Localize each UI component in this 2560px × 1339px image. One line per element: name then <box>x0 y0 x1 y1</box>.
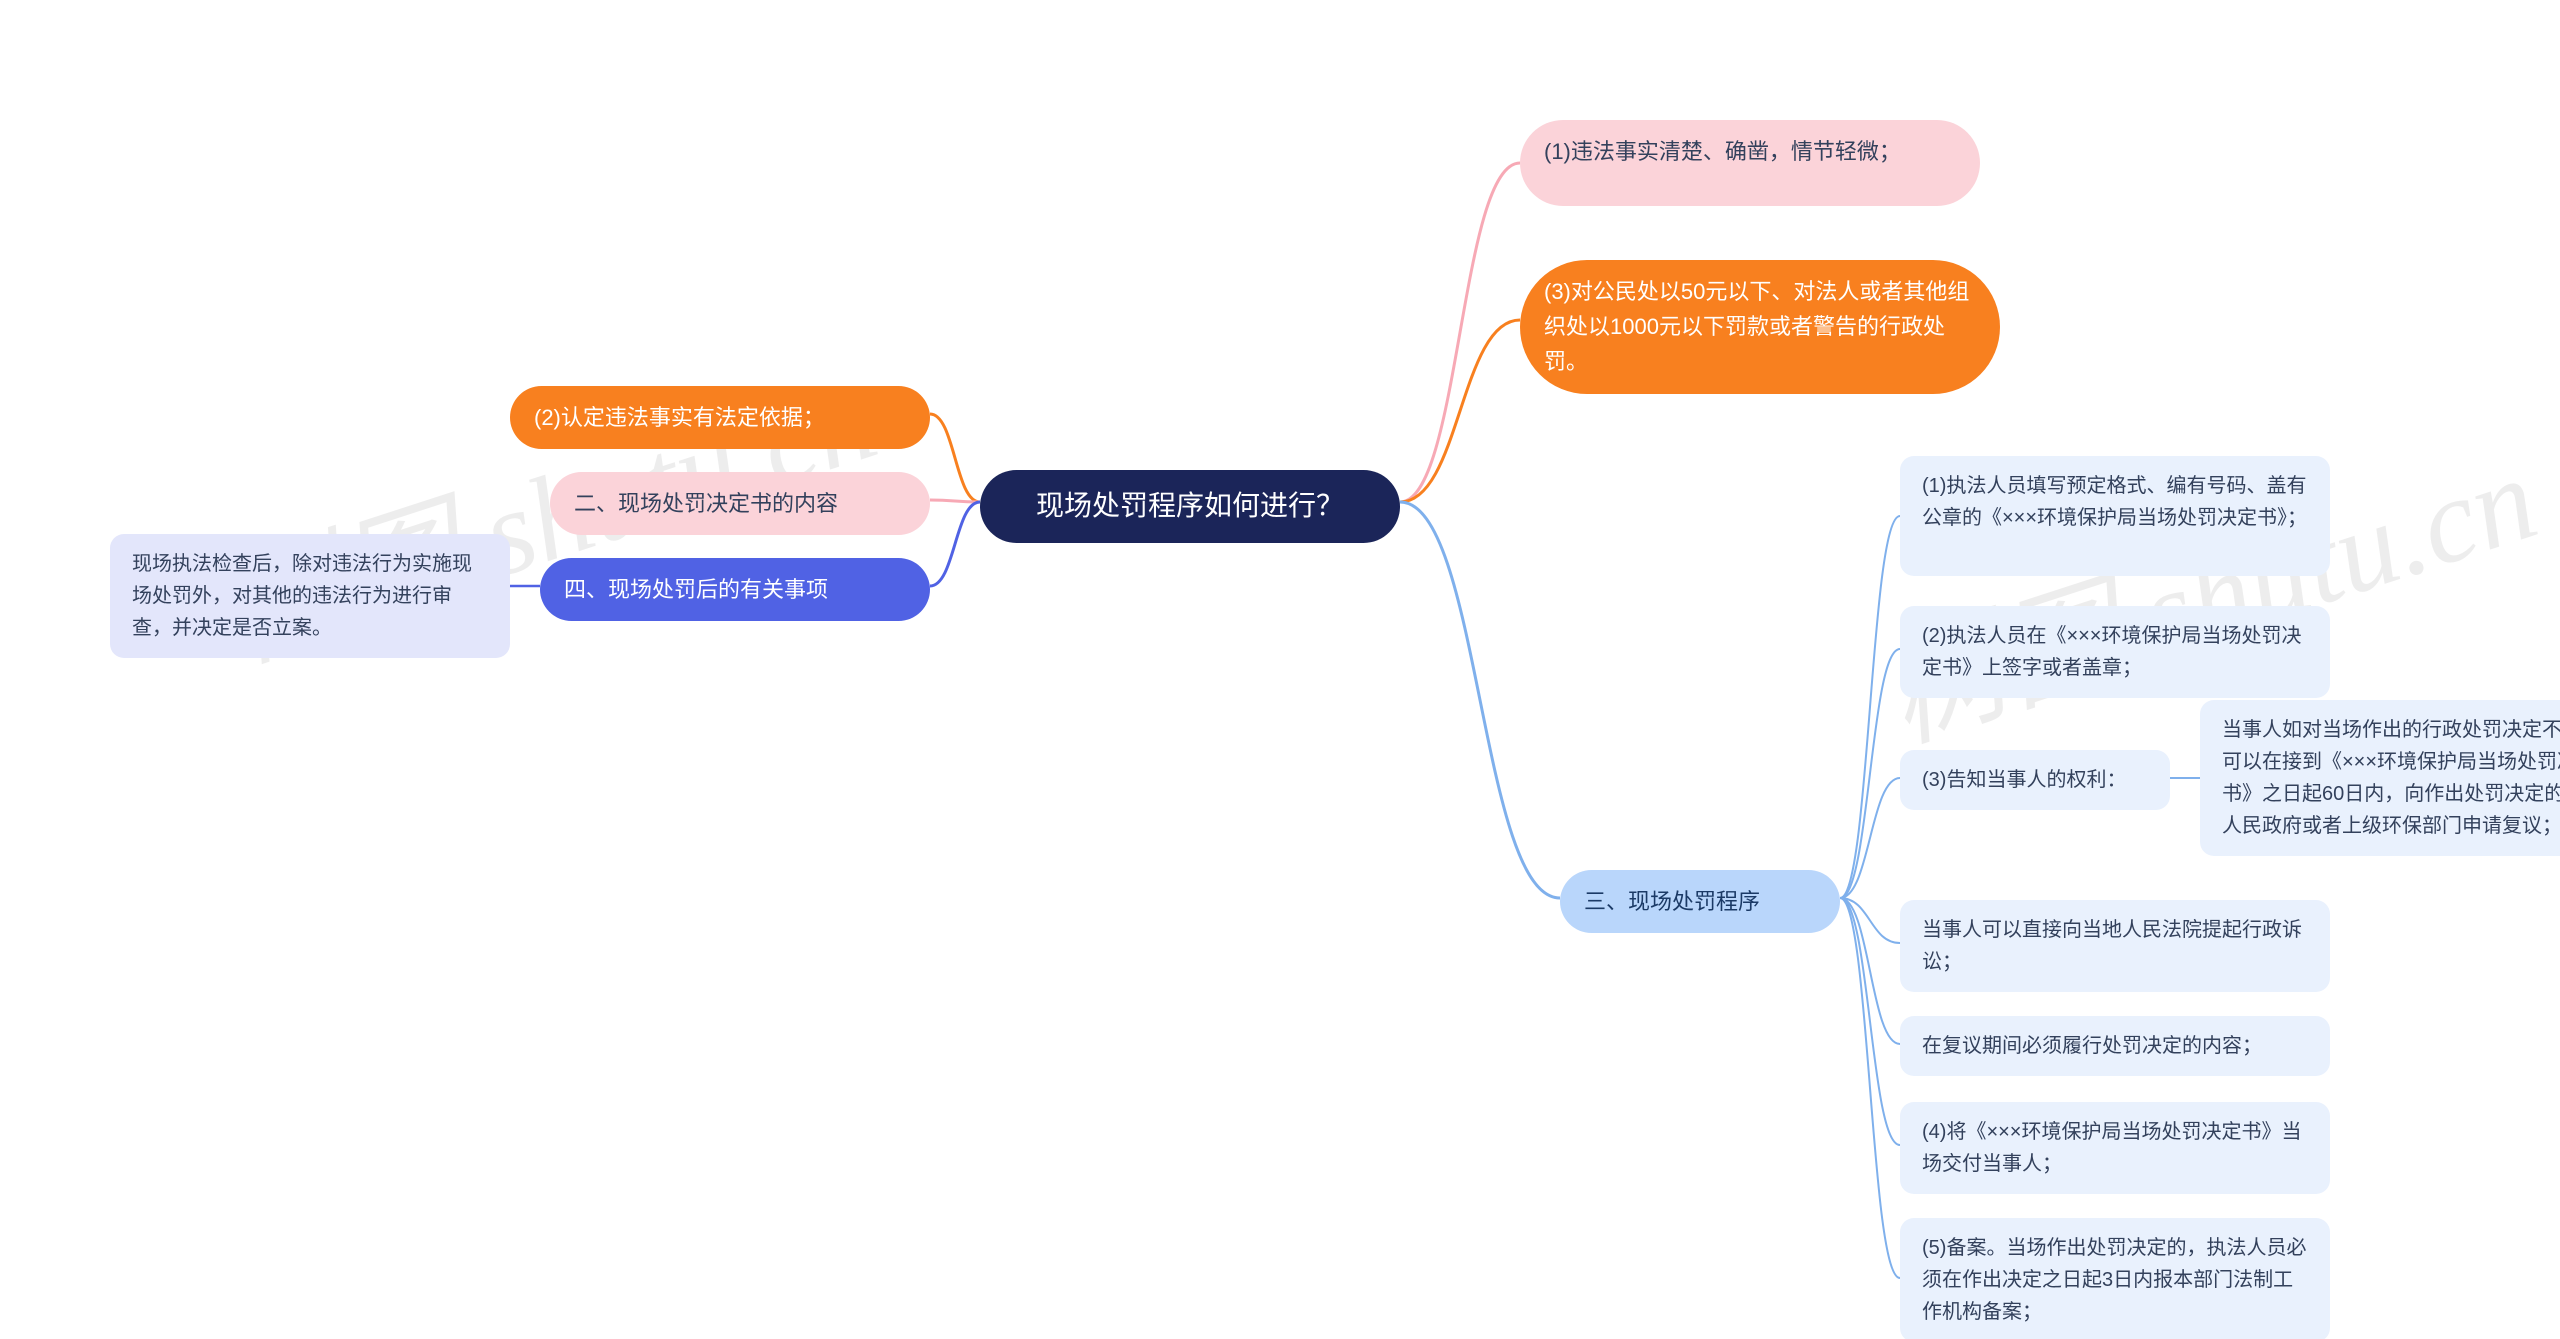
branch-node-left[interactable]: 四、现场处罚后的有关事项 <box>540 558 930 621</box>
branch-node-left[interactable]: (2)认定违法事实有法定依据； <box>510 386 930 449</box>
leaf-node[interactable]: (2)执法人员在《×××环境保护局当场处罚决定书》上签字或者盖章； <box>1900 606 2330 698</box>
root-node[interactable]: 现场处罚程序如何进行？ <box>980 470 1400 543</box>
mindmap-canvas: { "type": "mindmap", "canvas": { "width"… <box>0 0 2560 1339</box>
leaf-node[interactable]: 在复议期间必须履行处罚决定的内容； <box>1900 1016 2330 1076</box>
leaf-node[interactable]: (3)告知当事人的权利： <box>1900 750 2170 810</box>
leaf-node[interactable]: (5)备案。当场作出处罚决定的，执法人员必须在作出决定之日起3日内报本部门法制工… <box>1900 1218 2330 1339</box>
leaf-node[interactable]: (1)执法人员填写预定格式、编有号码、盖有公章的《×××环境保护局当场处罚决定书… <box>1900 456 2330 576</box>
leaf-node[interactable]: 当事人如对当场作出的行政处罚决定不服，可以在接到《×××环境保护局当场处罚决定书… <box>2200 700 2560 856</box>
leaf-node[interactable]: 现场执法检查后，除对违法行为实施现场处罚外，对其他的违法行为进行审查，并决定是否… <box>110 534 510 658</box>
branch-node-left[interactable]: 二、现场处罚决定书的内容 <box>550 472 930 535</box>
branch-node-right[interactable]: (1)违法事实清楚、确凿，情节轻微； <box>1520 120 1980 206</box>
branch-node-right[interactable]: 三、现场处罚程序 <box>1560 870 1840 933</box>
branch-node-right[interactable]: (3)对公民处以50元以下、对法人或者其他组织处以1000元以下罚款或者警告的行… <box>1520 260 2000 394</box>
leaf-node[interactable]: (4)将《×××环境保护局当场处罚决定书》当场交付当事人； <box>1900 1102 2330 1194</box>
leaf-node[interactable]: 当事人可以直接向当地人民法院提起行政诉讼； <box>1900 900 2330 992</box>
